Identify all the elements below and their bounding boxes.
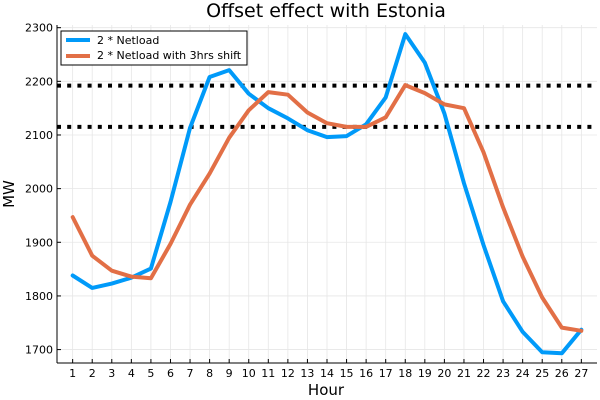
grid [57, 25, 597, 363]
x-tick-label: 22 [477, 367, 491, 380]
legend: 2 * Netload 2 * Netload with 3hrs shift [60, 30, 248, 66]
x-tick-label: 7 [187, 367, 194, 380]
x-tick-label: 1 [69, 367, 76, 380]
x-tick-label: 16 [359, 367, 373, 380]
x-tick-label: 6 [167, 367, 174, 380]
x-tick-label: 17 [379, 367, 393, 380]
x-tick-label: 12 [281, 367, 295, 380]
x-tick-labels: 1 2 3 4 5 6 7 8 9 10 11 12 13 14 15 16 17 18 19 20 21 22 23 24 2… [69, 359, 588, 380]
y-tick-label: 2300 [25, 22, 53, 35]
y-axis-label: MW [0, 180, 18, 208]
reference-lines [57, 83, 597, 129]
x-tick-label: 10 [242, 367, 256, 380]
x-tick-label: 23 [496, 367, 510, 380]
x-tick-label: 11 [261, 367, 275, 380]
x-tick-label: 20 [437, 367, 451, 380]
y-tick-labels: 1700 1800 1900 2000 2100 2200 2300 [25, 22, 61, 357]
x-tick-label: 15 [340, 367, 354, 380]
x-tick-label: 4 [128, 367, 135, 380]
x-tick-label: 26 [555, 367, 569, 380]
x-tick-label: 3 [108, 367, 115, 380]
y-tick-label: 2200 [25, 75, 53, 88]
y-tick-label: 2100 [25, 129, 53, 142]
series-line-netload [70, 32, 584, 356]
x-tick-label: 8 [206, 367, 213, 380]
x-tick-label: 19 [418, 367, 432, 380]
x-tick-label: 5 [147, 367, 154, 380]
y-tick-label: 1700 [25, 344, 53, 357]
y-tick-label: 1900 [25, 236, 53, 249]
y-tick-label: 2000 [25, 183, 53, 196]
x-tick-label: 2 [89, 367, 96, 380]
x-tick-label: 9 [226, 367, 233, 380]
legend-label-netload-shift: 2 * Netload with 3hrs shift [97, 49, 242, 62]
y-tick-label: 1800 [25, 290, 53, 303]
x-tick-label: 13 [300, 367, 314, 380]
x-tick-label: 24 [516, 367, 530, 380]
x-axis-label: Hour [308, 381, 345, 399]
series-lines [70, 32, 584, 356]
x-tick-label: 27 [574, 367, 588, 380]
x-tick-label: 25 [535, 367, 549, 380]
series-line-netload-shift [70, 83, 584, 333]
legend-box [60, 30, 248, 66]
x-tick-label: 21 [457, 367, 471, 380]
legend-label-netload: 2 * Netload [97, 34, 159, 47]
x-tick-label: 18 [398, 367, 412, 380]
x-tick-label: 14 [320, 367, 334, 380]
chart-title: Offset effect with Estonia [206, 0, 446, 22]
